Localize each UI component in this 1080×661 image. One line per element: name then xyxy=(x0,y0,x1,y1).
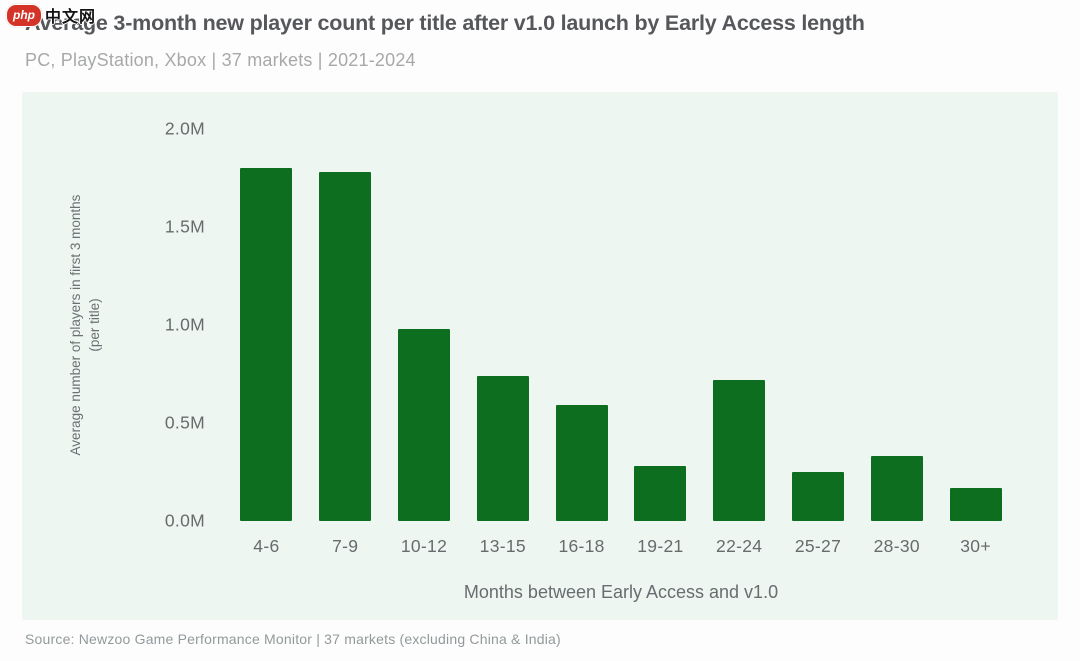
bar-25-27 xyxy=(791,472,844,521)
x-tick-label-10-12: 10-12 xyxy=(400,536,448,556)
x-axis-title: Months between Early Access and v1.0 xyxy=(463,582,779,602)
x-tick-label-28-30: 28-30 xyxy=(873,536,920,556)
bar-slot xyxy=(463,129,542,521)
bar-slot xyxy=(936,129,1015,521)
bar-slot xyxy=(385,129,464,521)
bar-slot xyxy=(700,129,779,521)
bar-4-6 xyxy=(240,168,293,521)
bar-30+ xyxy=(949,487,1002,521)
bar-22-24 xyxy=(713,379,766,521)
y-tick-label-0.0M: 0.0M xyxy=(164,510,205,531)
source-note: Source: Newzoo Game Performance Monitor … xyxy=(25,631,561,647)
x-tick-label-30+: 30+ xyxy=(960,536,991,556)
y-tick-label-0.5M: 0.5M xyxy=(164,412,205,433)
bar-13-15 xyxy=(476,376,529,521)
chart-subtitle: PC, PlayStation, Xbox | 37 markets | 202… xyxy=(25,50,416,70)
x-tick-label-22-24: 22-24 xyxy=(716,536,763,556)
y-axis-tick-labels: 0.0M 0.5M 1.0M 1.5M 2.0M xyxy=(22,119,205,531)
php-logo-icon: php xyxy=(6,3,42,27)
x-tick-label-25-27: 25-27 xyxy=(794,536,842,556)
bar-slot xyxy=(306,129,385,521)
x-tick-label-7-9: 7-9 xyxy=(332,536,359,556)
y-tick-label-2.0M: 2.0M xyxy=(164,118,205,139)
php-cn-watermark-text: 中文网 xyxy=(45,9,97,26)
x-tick-label-4-6: 4-6 xyxy=(253,536,280,556)
bar-slot xyxy=(621,129,700,521)
chart-panel: Average number of players in first 3 mon… xyxy=(22,92,1058,620)
bar-10-12 xyxy=(397,328,450,521)
bars-container xyxy=(227,129,1015,521)
bar-slot xyxy=(779,129,858,521)
y-tick-label-1.5M: 1.5M xyxy=(164,216,205,237)
x-axis-tick-labels: 4-6 7-9 10-12 13-15 16-18 19-21 22-24 25-27 28-3… xyxy=(227,536,1015,557)
bar-16-18 xyxy=(555,405,608,521)
x-tick-label-19-21: 19-21 xyxy=(637,536,684,556)
bar-slot xyxy=(542,129,621,521)
php-cn-watermark: php 中文网 xyxy=(6,3,96,27)
y-tick-label-1.0M: 1.0M xyxy=(164,314,205,335)
bar-28-30 xyxy=(870,456,923,521)
bar-slot xyxy=(857,129,936,521)
bar-19-21 xyxy=(634,466,687,521)
x-tick-label-16-18: 16-18 xyxy=(558,536,605,556)
x-tick-label-13-15: 13-15 xyxy=(479,536,526,556)
bar-slot xyxy=(227,129,306,521)
bar-7-9 xyxy=(319,172,372,521)
chart-title: Average 3-month new player count per tit… xyxy=(25,11,865,35)
